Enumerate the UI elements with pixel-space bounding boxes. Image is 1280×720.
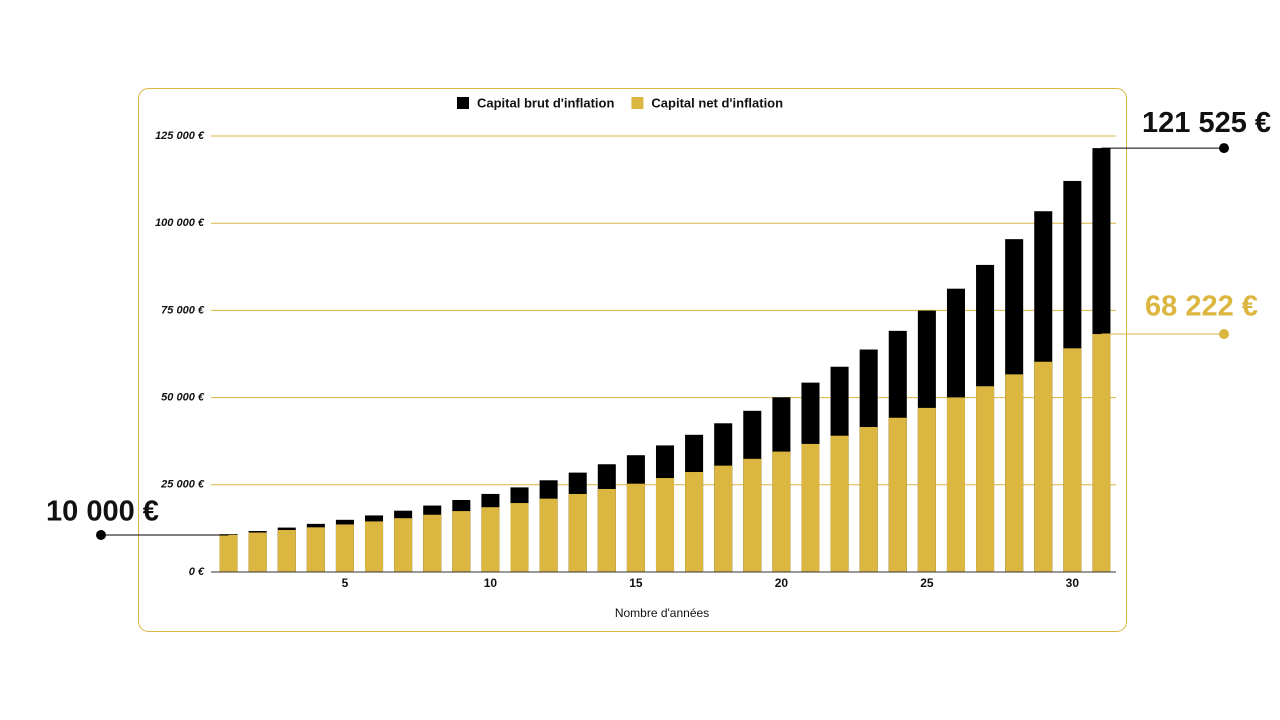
bar	[1034, 361, 1053, 572]
x-tick-label: 25	[920, 576, 934, 590]
bar	[655, 478, 675, 572]
bar	[1063, 348, 1082, 572]
y-tick-label: 75 000 €	[161, 304, 205, 316]
bar	[248, 532, 267, 572]
bar	[946, 397, 965, 572]
bar	[1005, 374, 1024, 572]
bar	[685, 472, 704, 572]
bar	[335, 524, 354, 572]
legend-label: Capital brut d'inflation	[477, 95, 614, 110]
annotation: 121 525 €	[1142, 107, 1271, 139]
bar	[626, 483, 645, 572]
legend-label: Capital net d'inflation	[651, 95, 783, 110]
connector-dot	[1219, 329, 1229, 340]
y-tick-label: 100 000 €	[155, 217, 205, 229]
x-tick-label: 5	[342, 576, 349, 590]
y-tick-label: 0 €	[189, 566, 205, 578]
bar	[568, 493, 587, 572]
bar	[714, 465, 733, 572]
annotation: 10 000 €	[46, 496, 159, 528]
x-tick-label: 10	[484, 576, 498, 590]
bar	[481, 507, 500, 572]
bar	[394, 518, 413, 572]
bar	[772, 451, 791, 572]
legend-swatch	[631, 97, 644, 109]
x-axis-title: Nombre d'années	[615, 606, 709, 620]
y-tick-label: 50 000 €	[161, 392, 205, 404]
bar	[539, 498, 558, 572]
bar	[365, 521, 384, 572]
bar	[743, 458, 762, 572]
bar	[277, 529, 296, 572]
bar	[801, 443, 820, 572]
bar	[452, 511, 471, 572]
bar	[859, 427, 878, 572]
legend-swatch	[457, 97, 469, 109]
bar	[306, 527, 325, 572]
bar	[830, 435, 849, 572]
annotation: 68 222 €	[1145, 291, 1258, 323]
bar	[976, 386, 995, 572]
bar	[888, 417, 907, 572]
connector-dot	[96, 530, 106, 540]
y-tick-label: 125 000 €	[155, 130, 205, 142]
bar	[917, 407, 936, 572]
bar	[1092, 334, 1111, 572]
bar	[597, 488, 616, 572]
bar	[423, 514, 442, 572]
y-tick-label: 25 000 €	[160, 479, 205, 491]
bar	[510, 503, 529, 572]
bar	[219, 534, 238, 572]
chart-frame	[138, 88, 1127, 632]
connector-dot	[1219, 143, 1229, 154]
x-tick-label: 20	[775, 576, 789, 590]
x-tick-label: 30	[1066, 576, 1080, 590]
x-tick-label: 15	[629, 576, 643, 590]
